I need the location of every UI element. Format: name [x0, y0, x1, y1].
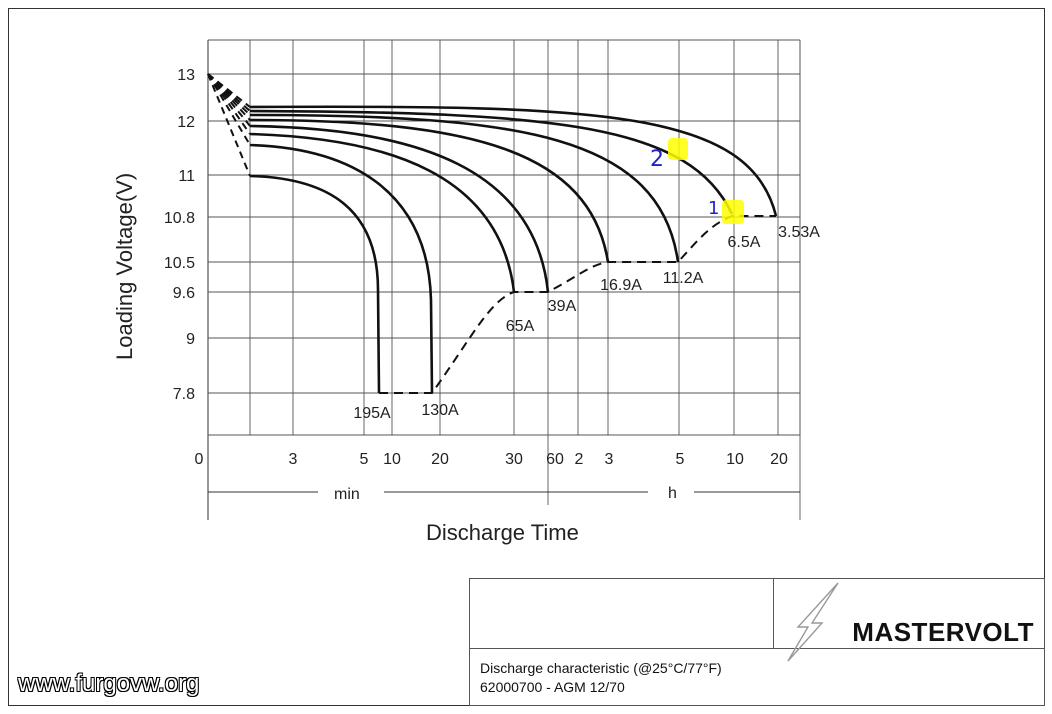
discharge-curve-6.5A — [249, 109, 734, 215]
title-block-description: Discharge characteristic (@25°C/77°F) 62… — [480, 659, 722, 697]
unit-h-label: h — [668, 485, 677, 502]
cutoff-dashed-line — [379, 215, 776, 394]
x-tick-label: 10 — [383, 451, 401, 468]
discharge-curve-130A — [249, 143, 434, 394]
y-tick-label: 10.5 — [164, 255, 195, 272]
curve-labels: 195A 130A 65A 39A 16.9A 11.2A 6.5A 3.53A — [353, 224, 820, 422]
curve-label-6.5A: 6.5A — [728, 234, 761, 251]
discharge-curve-11.2A — [249, 113, 680, 263]
y-tick-label: 13 — [177, 67, 195, 84]
annotation-2: 2 — [650, 147, 664, 172]
discharge-curve-39A — [249, 124, 550, 293]
x-tick-label: 0 — [195, 451, 204, 468]
curve-initial-drop — [207, 73, 251, 135]
curve-initial-drop — [207, 73, 251, 177]
curve-initial-drop — [207, 73, 251, 146]
title-block-blank-cell — [470, 579, 774, 649]
discharge-curve-65A — [249, 132, 516, 293]
discharge-curve-195A — [249, 174, 381, 394]
curve-initial-drop — [207, 73, 251, 127]
title-line-1: Discharge characteristic (@25°C/77°F) — [480, 660, 722, 676]
x-tick-label: 10 — [726, 451, 744, 468]
x-tick-label: 2 — [575, 451, 584, 468]
y-tick-label: 7.8 — [173, 386, 195, 403]
x-tick-label: 20 — [431, 451, 449, 468]
curve-label-16.9A: 16.9A — [600, 277, 642, 294]
curve-label-3.53A: 3.53A — [778, 224, 820, 241]
curve-label-11.2A: 11.2A — [663, 270, 704, 287]
annotation-1: 1 — [708, 198, 719, 219]
curve-label-39A: 39A — [548, 298, 577, 315]
x-axis-title: Discharge Time — [426, 520, 579, 545]
x-tick-label: 5 — [676, 451, 685, 468]
curve-label-130A: 130A — [421, 402, 459, 419]
discharge-curve-16.9A — [249, 118, 610, 263]
x-tick-label: 5 — [360, 451, 369, 468]
curve-initial-drop — [207, 73, 251, 121]
watermark-text: www.furgovw.org — [18, 670, 200, 697]
y-tick-label: 10.8 — [164, 210, 195, 227]
discharge-curve-3.53A — [249, 105, 778, 217]
curve-initial-drop — [207, 73, 251, 112]
x-tick-label: 3 — [605, 451, 614, 468]
y-tick-label: 12 — [177, 114, 195, 131]
title-block: MASTERVOLT Discharge characteristic (@25… — [469, 578, 1045, 706]
x-tick-label: 3 — [289, 451, 298, 468]
discharge-curves — [207, 73, 778, 394]
chart-grid — [207, 39, 801, 520]
y-tick-label: 11 — [178, 168, 195, 185]
y-tick-label: 9.6 — [173, 285, 195, 302]
x-tick-label: 60 — [546, 451, 564, 468]
curve-label-195A: 195A — [353, 405, 391, 422]
unit-min-label: min — [334, 486, 360, 503]
title-block-logo-cell: MASTERVOLT — [774, 579, 1044, 662]
highlight-marker-2 — [668, 138, 688, 160]
y-tick-label: 9 — [186, 331, 195, 348]
y-axis-title: Loading Voltage(V) — [112, 173, 137, 360]
brand-logo: MASTERVOLT — [852, 617, 1034, 647]
lightning-bolt-icon — [787, 582, 839, 662]
title-line-2: 62000700 - AGM 12/70 — [480, 679, 625, 695]
curve-label-65A: 65A — [506, 318, 535, 335]
curve-initial-drop — [207, 73, 251, 116]
x-tick-label: 20 — [770, 451, 788, 468]
curve-initial-drop — [207, 73, 251, 108]
highlight-marker-1 — [722, 200, 744, 224]
x-tick-label: 30 — [505, 451, 523, 468]
cutoff-voltage-line — [379, 215, 776, 394]
